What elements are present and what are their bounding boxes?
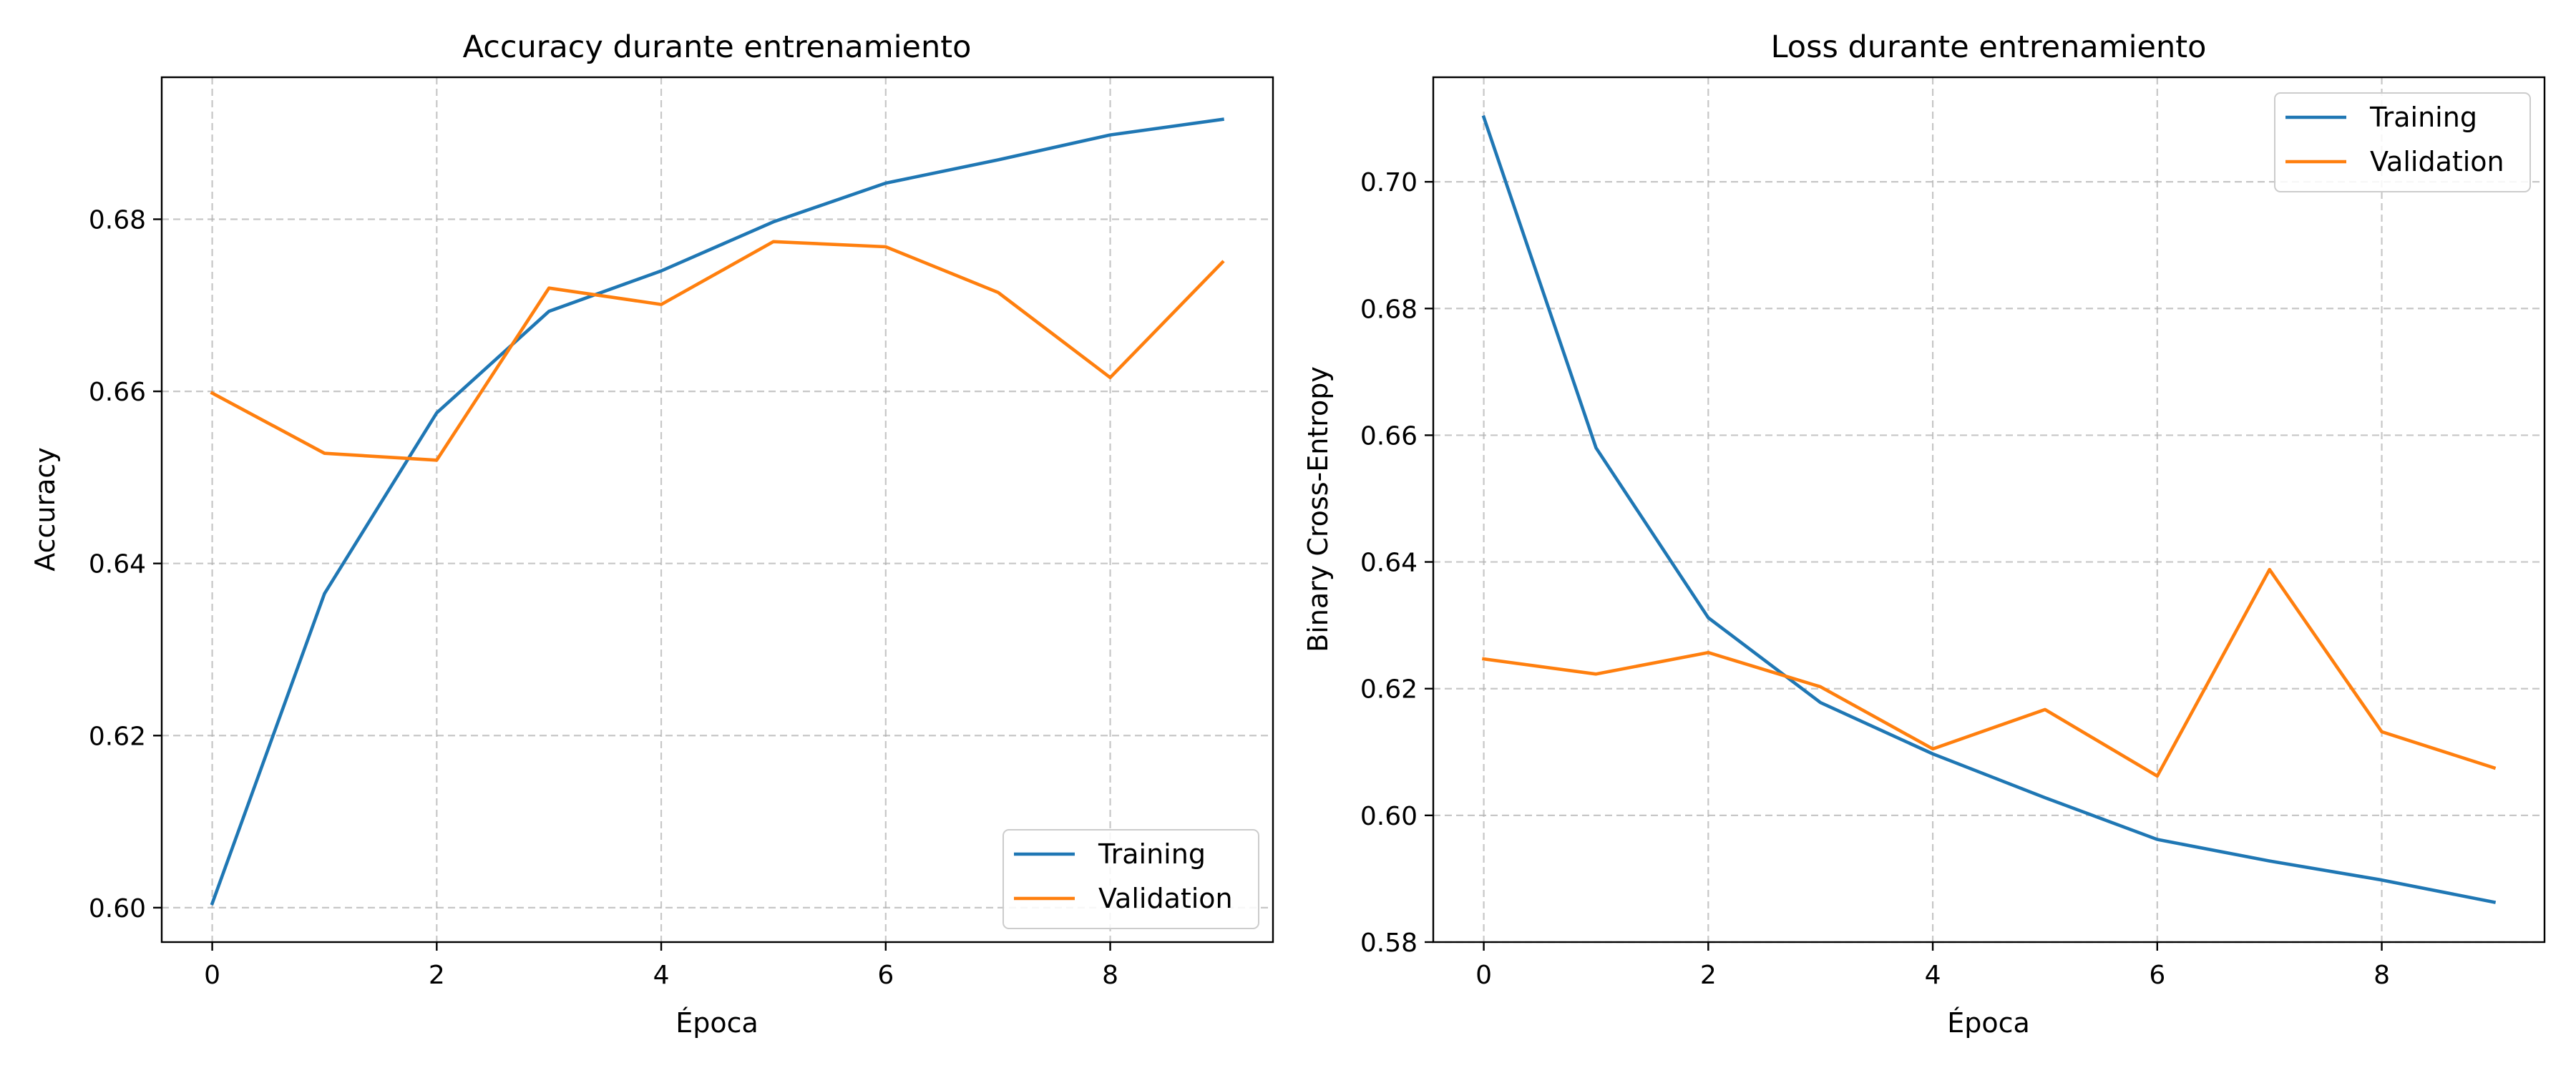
- accuracy-chart-title: Accuracy durante entrenamiento: [463, 29, 972, 65]
- accuracy-legend-label-training: Training: [1098, 838, 1206, 870]
- loss-y-axis-label: Binary Cross-Entropy: [1302, 366, 1334, 652]
- accuracy-y-axis-label: Accuracy: [29, 447, 61, 572]
- accuracy-y-tick-label: 0.66: [89, 378, 146, 407]
- loss-series-lines: [1481, 114, 2497, 904]
- loss-validation-line: [1482, 567, 2497, 778]
- accuracy-validation-line: [210, 240, 1225, 462]
- loss-legend-label-training: Training: [2369, 102, 2477, 133]
- loss-ticks: 0 2 4 6 8 0.58 0.60 0.62 0.64 0.66 0.68 0.70: [1360, 168, 2390, 990]
- accuracy-x-tick-label: 4: [653, 961, 670, 990]
- loss-chart-title: Loss durante entrenamiento: [1771, 29, 2207, 65]
- loss-x-tick-label: 0: [1475, 961, 1492, 990]
- accuracy-x-axis-label: Época: [675, 1007, 758, 1039]
- loss-legend-label-validation: Validation: [2370, 146, 2504, 177]
- loss-y-tick-label: 0.58: [1360, 929, 1418, 958]
- accuracy-chart: Accuracy durante entrenamiento 0 2 4 6 8 0.60…: [29, 29, 1274, 1039]
- accuracy-plot-frame: [160, 76, 1274, 944]
- accuracy-grid: [162, 77, 1273, 942]
- accuracy-series-lines: [210, 117, 1225, 906]
- loss-chart: Loss durante entrenamiento 0 2 4 6 8 0.58 0.60…: [1302, 29, 2546, 1039]
- accuracy-x-tick-label: 2: [429, 961, 445, 990]
- loss-y-tick-label: 0.64: [1360, 549, 1418, 578]
- loss-y-tick-label: 0.66: [1360, 421, 1418, 451]
- accuracy-x-tick-label: 8: [1102, 961, 1118, 990]
- loss-y-tick-label: 0.60: [1360, 802, 1418, 831]
- accuracy-ticks: 0 2 4 6 8 0.60 0.62 0.64 0.66 0.68: [89, 205, 1118, 990]
- loss-plot-frame: [1432, 76, 2546, 944]
- loss-x-tick-label: 6: [2149, 961, 2165, 990]
- accuracy-x-tick-label: 6: [877, 961, 894, 990]
- loss-x-tick-label: 2: [1700, 961, 1717, 990]
- loss-y-tick-label: 0.68: [1360, 295, 1418, 324]
- accuracy-x-tick-label: 0: [204, 961, 220, 990]
- accuracy-legend-label-validation: Validation: [1098, 883, 1233, 914]
- loss-x-axis-label: Época: [1947, 1007, 2030, 1039]
- loss-training-line: [1481, 114, 2497, 904]
- accuracy-training-line: [210, 117, 1224, 906]
- accuracy-y-tick-label: 0.64: [89, 550, 146, 579]
- loss-grid: [1433, 77, 2545, 944]
- accuracy-y-tick-label: 0.68: [89, 205, 146, 235]
- loss-x-tick-label: 4: [1925, 961, 1941, 990]
- loss-y-tick-label: 0.70: [1360, 168, 1418, 197]
- accuracy-y-tick-label: 0.60: [89, 894, 146, 923]
- accuracy-y-tick-label: 0.62: [89, 722, 146, 751]
- accuracy-legend: Training Validation: [1002, 829, 1259, 929]
- loss-legend: Training Validation: [2274, 92, 2531, 192]
- loss-y-tick-label: 0.62: [1360, 675, 1418, 705]
- loss-x-tick-label: 8: [2373, 961, 2390, 990]
